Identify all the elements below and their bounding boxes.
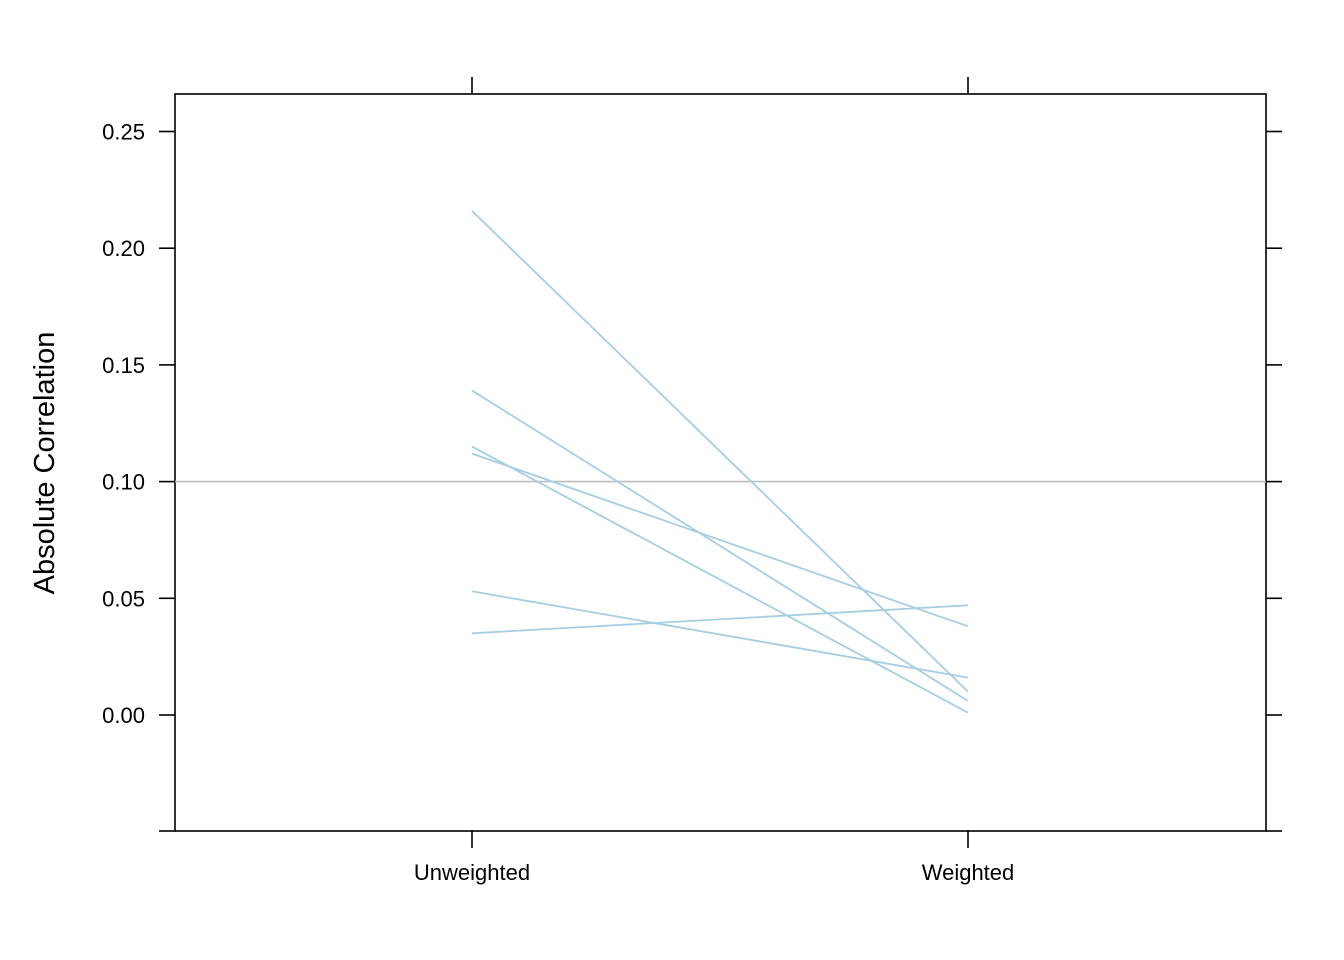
series-line-2 [471, 389, 969, 702]
series-line-6 [471, 604, 969, 635]
y-tick-label: 0.20 [102, 236, 145, 261]
plot-frame [174, 93, 1267, 832]
x-tick-label: Unweighted [414, 860, 530, 885]
x-tick-label: Weighted [922, 860, 1015, 885]
y-tick-label: 0.15 [102, 353, 145, 378]
y-tick-label: 0.05 [102, 586, 145, 611]
series-line-4 [471, 452, 969, 628]
series-line-3 [471, 445, 969, 714]
y-axis-title: Absolute Correlation [29, 332, 61, 595]
series-line-1 [471, 210, 969, 693]
x-axis: Unweighted Weighted [414, 77, 1014, 885]
y-tick-label: 0.10 [102, 470, 145, 495]
y-tick-label: 0.25 [102, 120, 145, 145]
series-line-5 [471, 590, 969, 679]
series-layer [471, 210, 969, 714]
y-tick-label: 0.00 [102, 703, 145, 728]
y-axis: 0.00 0.05 0.10 0.15 0.20 0.25 [102, 120, 1282, 832]
